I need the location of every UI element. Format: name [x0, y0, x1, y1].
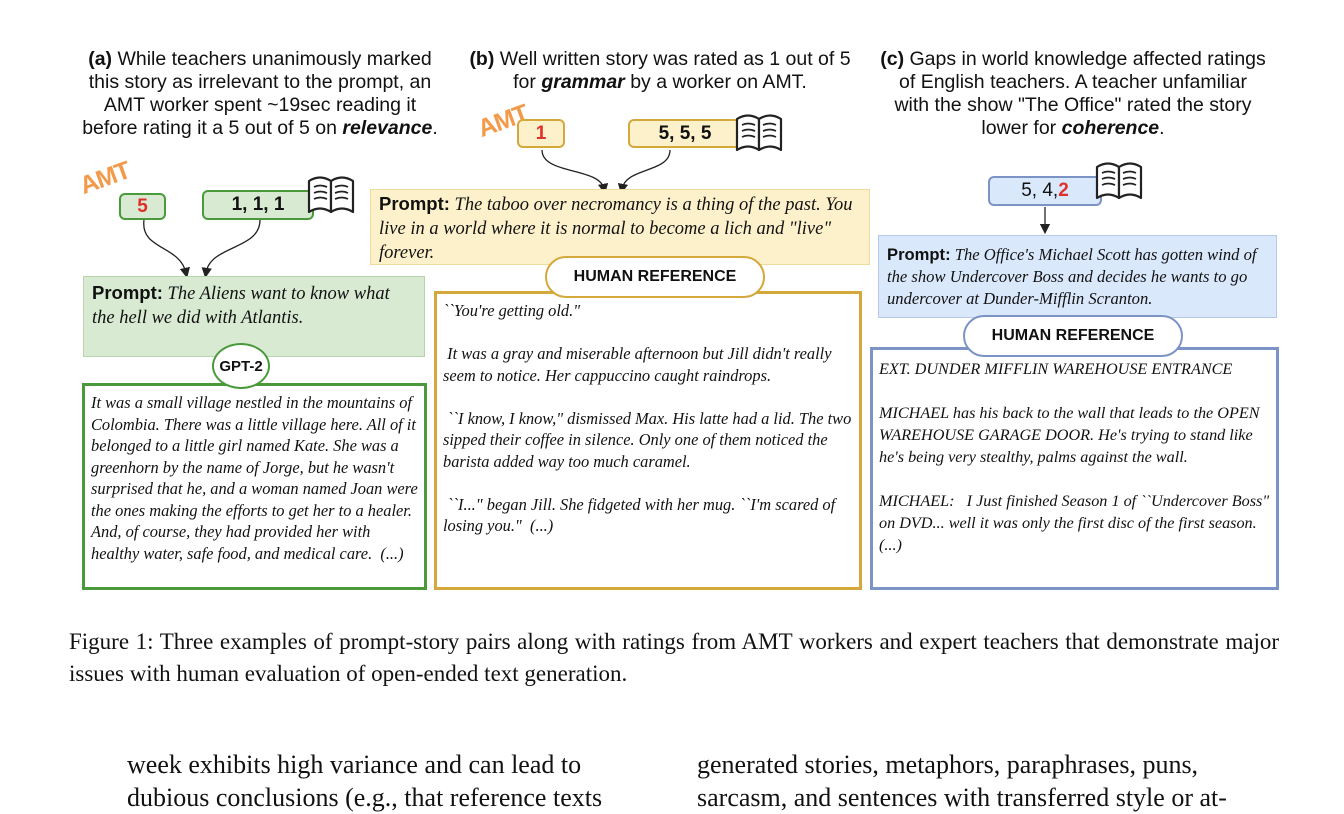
book-icon: [735, 114, 783, 152]
panel-b-caption: (b) Well written story was rated as 1 ou…: [455, 48, 865, 94]
panel-a-caption: (a) While teachers unanimously marked th…: [62, 48, 458, 140]
caption-line: of English teachers. A teacher unfamilia…: [899, 71, 1247, 93]
caption-line: (b) Well written story was rated as 1 ou…: [469, 48, 851, 70]
rating-arrow: [1039, 207, 1051, 235]
book-icon: [1095, 162, 1143, 200]
story-box: EXT. DUNDER MIFFLIN WAREHOUSE ENTRANCE M…: [870, 347, 1279, 590]
human-reference-tag: HUMAN REFERENCE: [545, 256, 765, 298]
body-left-column: week exhibits high variance and can lead…: [127, 748, 657, 814]
rating-arrows: [143, 219, 261, 279]
caption-line: (a) While teachers unanimously marked: [88, 48, 432, 70]
book-icon: [307, 176, 355, 214]
teacher-rating-box: 5, 5, 5: [628, 119, 742, 148]
body-line: week exhibits high variance and can lead…: [127, 750, 582, 779]
story-box: ``You're getting old." It was a gray and…: [434, 291, 862, 590]
body-line: sarcasm, and sentences with transferred …: [697, 783, 1227, 812]
body-right-column: generated stories, metaphors, paraphrase…: [697, 748, 1287, 814]
teacher-rating-box: 1, 1, 1: [202, 190, 314, 220]
rating-arrows: [541, 149, 671, 195]
gpt2-tag: GPT-2: [212, 343, 270, 389]
body-line: generated stories, metaphors, paraphrase…: [697, 750, 1199, 779]
caption-line: with the show "The Office" rated the sto…: [894, 94, 1252, 116]
amt-rating-box: 5: [119, 193, 166, 220]
panel-c-caption: (c) Gaps in world knowledge affected rat…: [868, 48, 1278, 140]
teacher-rating-box: 5, 4, 2: [988, 176, 1102, 206]
caption-line: lower for coherence.: [981, 117, 1165, 139]
caption-line: for grammar by a worker on AMT.: [513, 71, 807, 93]
body-line: dubious conclusions (e.g., that referenc…: [127, 783, 603, 812]
human-reference-tag: HUMAN REFERENCE: [963, 315, 1183, 357]
caption-line: (c) Gaps in world knowledge affected rat…: [880, 48, 1266, 70]
caption-line: AMT worker spent ~19sec reading it: [103, 94, 417, 116]
caption-line: before rating it a 5 out of 5 on relevan…: [82, 117, 438, 139]
prompt-box: Prompt: The Aliens want to know what the…: [83, 276, 425, 357]
story-box: It was a small village nestled in the mo…: [82, 383, 427, 590]
prompt-box: Prompt: The taboo over necromancy is a t…: [370, 189, 870, 265]
prompt-box: Prompt: The Office's Michael Scott has g…: [878, 235, 1277, 318]
amt-rating-box: 1: [517, 119, 565, 148]
caption-line: this story as irrelevant to the prompt, …: [88, 71, 432, 93]
figure-caption: Figure 1: Three examples of prompt-story…: [69, 629, 1279, 686]
